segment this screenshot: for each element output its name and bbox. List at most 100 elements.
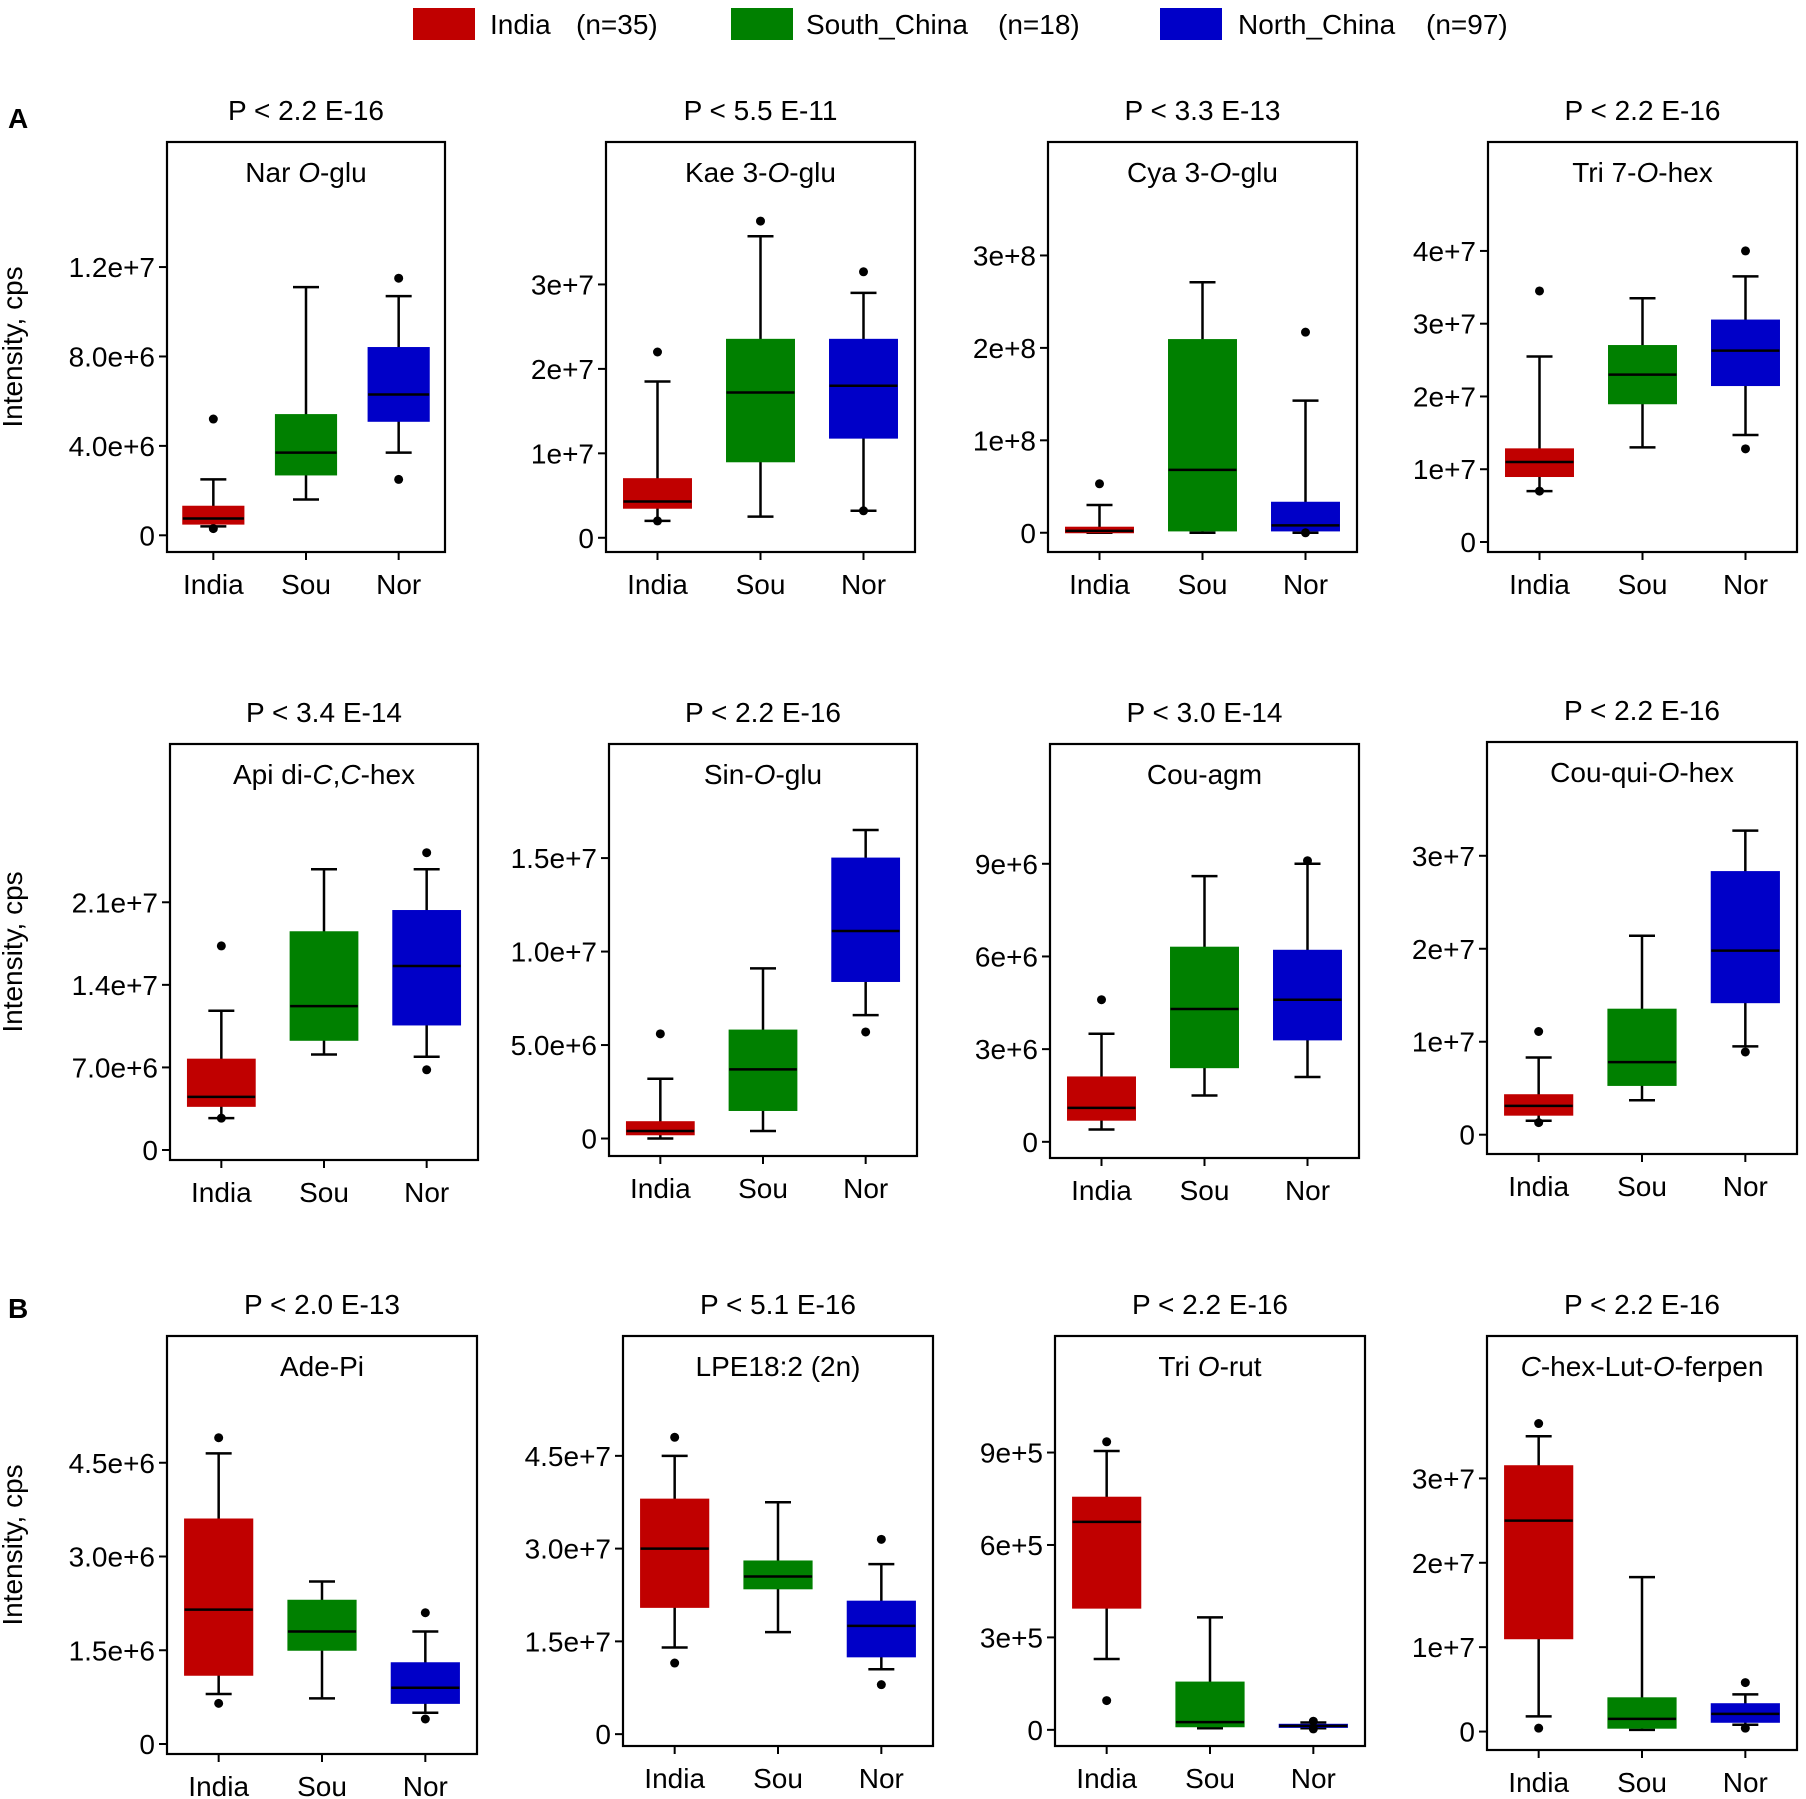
y-tick-label: 0 bbox=[139, 520, 155, 551]
outlier-point bbox=[1308, 1716, 1318, 1726]
y-tick-label: 0 bbox=[142, 1135, 158, 1166]
box-nor bbox=[1273, 949, 1342, 1041]
box-panel-sin-o-glu: P < 2.2 E-16 Sin-O-glu 0 5.0e+6 1.0e+7 1.5e+7… bbox=[511, 697, 919, 1204]
x-tick-label-sou: Sou bbox=[299, 1177, 349, 1208]
box-nor bbox=[846, 1600, 916, 1658]
legend-n-north-china: (n=97) bbox=[1426, 9, 1508, 40]
panel-title: Kae 3-O-glu bbox=[685, 157, 836, 188]
y-tick-label: 3e+7 bbox=[531, 269, 594, 300]
box-panel-tri-o-rut: P < 2.2 E-16 Tri O-rut 0 3e+5 6e+5 9e+5 India S… bbox=[980, 1289, 1367, 1794]
outlier-point bbox=[859, 506, 868, 516]
x-tick-label-sou: Sou bbox=[1180, 1175, 1230, 1206]
x-tick-label-nor: Nor bbox=[1283, 569, 1328, 600]
y-tick-label: 2e+7 bbox=[1412, 1548, 1475, 1579]
box-panel-tri-7-o-hex: P < 2.2 E-16 Tri 7-O-hex 0 1e+7 2e+7 3e+7 4e+7… bbox=[1413, 95, 1799, 600]
box-panel-cya-3-o-glu: P < 3.3 E-13 Cya 3-O-glu 0 1e+8 2e+8 3e+8 Indi… bbox=[973, 95, 1359, 600]
x-tick-label-nor: Nor bbox=[376, 569, 421, 600]
y-tick-label: 0 bbox=[1027, 1715, 1043, 1746]
y-tick-label: 1.2e+7 bbox=[69, 252, 155, 283]
outlier-point bbox=[1102, 1696, 1112, 1706]
x-tick-label-sou: Sou bbox=[1185, 1763, 1235, 1794]
y-tick-label: 3.0e+6 bbox=[69, 1542, 155, 1573]
outlier-point bbox=[214, 1698, 224, 1708]
y-tick-label: 0 bbox=[1022, 1127, 1038, 1158]
outlier-point bbox=[1095, 479, 1104, 489]
y-tick-label: 4e+7 bbox=[1413, 236, 1476, 267]
outlier-point bbox=[1740, 1047, 1750, 1057]
box-india bbox=[182, 505, 245, 525]
box-nor bbox=[1711, 319, 1780, 387]
p-value: P < 2.0 E-13 bbox=[244, 1289, 400, 1320]
box-panel-kae-3-o-glu: P < 5.5 E-11 Kae 3-O-glu 0 1e+7 2e+7 3e+7 Indi… bbox=[531, 95, 917, 600]
x-tick-label-nor: Nor bbox=[1291, 1763, 1336, 1794]
box-india bbox=[1067, 1076, 1136, 1121]
y-tick-label: 0 bbox=[581, 1124, 597, 1155]
outlier-point bbox=[216, 1113, 226, 1123]
outlier-point bbox=[756, 216, 765, 226]
legend: India (n=35) South_China (n=18) North_Ch… bbox=[413, 8, 1508, 40]
outlier-point bbox=[1301, 327, 1310, 337]
outlier-point bbox=[1535, 286, 1544, 296]
y-tick-label: 0 bbox=[1459, 1717, 1475, 1748]
x-tick-label-nor: Nor bbox=[843, 1173, 888, 1204]
x-tick-label-sou: Sou bbox=[753, 1763, 803, 1794]
panel-title: Nar O-glu bbox=[245, 157, 366, 188]
box-india bbox=[623, 478, 692, 509]
panel-title: Ade-Pi bbox=[280, 1351, 364, 1382]
outlier-point bbox=[653, 347, 662, 357]
y-tick-label: 8.0e+6 bbox=[69, 341, 155, 372]
panel-title: Tri 7-O-hex bbox=[1572, 157, 1713, 188]
legend-item-north-china: North_China (n=97) bbox=[1160, 8, 1508, 40]
box-sou bbox=[1175, 1681, 1245, 1728]
outlier-point bbox=[1301, 528, 1310, 538]
legend-label-south-china: South_China bbox=[806, 9, 968, 40]
x-tick-label-india: India bbox=[644, 1763, 705, 1794]
y-tick-label: 6e+6 bbox=[975, 941, 1038, 972]
panel-title: LPE18:2 (2n) bbox=[696, 1351, 861, 1382]
y-tick-label: 4.5e+7 bbox=[525, 1441, 611, 1472]
p-value: P < 3.0 E-14 bbox=[1127, 697, 1283, 728]
outlier-point bbox=[861, 1027, 871, 1037]
section-label-b: B bbox=[8, 1293, 28, 1324]
y-tick-label: 0 bbox=[1460, 527, 1476, 558]
y-tick-label: 2e+7 bbox=[1413, 381, 1476, 412]
y-tick-label: 1.5e+7 bbox=[525, 1626, 611, 1657]
outlier-point bbox=[1740, 1723, 1750, 1733]
y-tick-label: 3e+7 bbox=[1413, 309, 1476, 340]
y-tick-label: 0 bbox=[139, 1729, 155, 1760]
y-tick-label: 1e+8 bbox=[973, 425, 1036, 456]
outlier-point bbox=[214, 1433, 224, 1443]
outlier-point bbox=[1308, 1724, 1318, 1734]
legend-swatch-south-china bbox=[731, 8, 793, 40]
y-tick-label: 0 bbox=[595, 1719, 611, 1750]
box-nor bbox=[390, 1662, 460, 1704]
outlier-point bbox=[422, 1065, 432, 1075]
box-india bbox=[1504, 1465, 1574, 1640]
y-tick-label: 3e+8 bbox=[973, 240, 1036, 271]
box-panel-nar-o-glu: P < 2.2 E-16 Nar O-glu 0 4.0e+6 8.0e+6 1.2e+7… bbox=[0, 95, 447, 600]
outlier-point bbox=[208, 414, 218, 424]
p-value: P < 5.1 E-16 bbox=[700, 1289, 856, 1320]
outlier-point bbox=[1535, 486, 1544, 496]
outlier-point bbox=[670, 1658, 680, 1668]
p-value: P < 2.2 E-16 bbox=[1564, 695, 1720, 726]
x-tick-label-india: India bbox=[630, 1173, 691, 1204]
x-tick-label-nor: Nor bbox=[859, 1763, 904, 1794]
panel-title: Cou-qui-O-hex bbox=[1550, 757, 1734, 788]
y-tick-label: 3e+5 bbox=[980, 1622, 1043, 1653]
outlier-point bbox=[420, 1714, 430, 1724]
y-tick-label: 0 bbox=[1459, 1120, 1475, 1151]
legend-label-india: India bbox=[490, 9, 551, 40]
box-india bbox=[640, 1498, 710, 1608]
y-tick-label: 2e+7 bbox=[1412, 934, 1475, 965]
panel-title: Tri O-rut bbox=[1158, 1351, 1261, 1382]
x-tick-label-nor: Nor bbox=[1723, 569, 1768, 600]
y-tick-label: 1e+7 bbox=[531, 438, 594, 469]
outlier-point bbox=[208, 524, 218, 534]
outlier-point bbox=[876, 1680, 886, 1690]
outlier-point bbox=[876, 1534, 886, 1544]
box-nor bbox=[831, 857, 901, 982]
x-tick-label-india: India bbox=[191, 1177, 252, 1208]
box-sou bbox=[743, 1560, 813, 1590]
